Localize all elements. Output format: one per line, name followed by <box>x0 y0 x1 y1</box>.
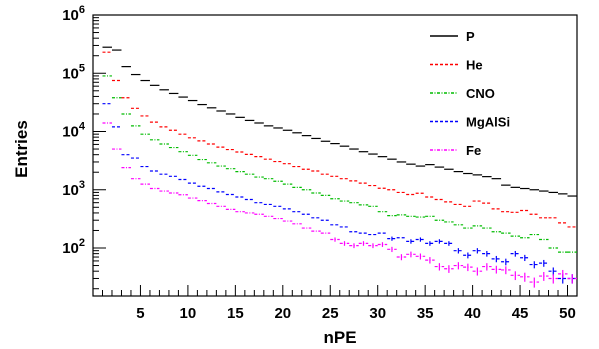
y-tick-label: 105 <box>62 62 85 82</box>
x-tick-label: 50 <box>559 305 576 322</box>
legend-item: He <box>430 58 483 73</box>
y-axis-label: Entries <box>12 120 31 178</box>
legend-item: MgAlSi <box>430 115 510 130</box>
y-tick-label: 103 <box>62 179 85 199</box>
legend: P He CNO MgAlSi Fe <box>430 29 510 158</box>
x-tick-label: 5 <box>136 305 144 322</box>
x-tick-label: 30 <box>369 305 386 322</box>
series-he <box>102 51 577 228</box>
legend-item: P <box>430 29 475 44</box>
legend-item: Fe <box>430 143 481 158</box>
x-tick-label: 15 <box>227 305 244 322</box>
series-p <box>102 46 577 197</box>
series-cno <box>102 75 577 253</box>
x-tick-label: 35 <box>417 305 434 322</box>
y-tick-label: 104 <box>62 121 86 141</box>
legend-label: Fe <box>466 143 481 158</box>
legend-label: He <box>466 58 483 73</box>
x-tick-label: 20 <box>274 305 291 322</box>
x-axis-label: nPE <box>323 328 356 347</box>
x-tick-label: 25 <box>322 305 339 322</box>
y-tick-label: 102 <box>62 237 85 257</box>
legend-label: MgAlSi <box>466 115 510 130</box>
plot-frame <box>92 14 578 297</box>
legend-item: CNO <box>430 86 495 101</box>
axes: 5 10 15 20 25 30 35 40 45 50 102 103 104 105 106 <box>62 4 576 322</box>
x-tick-label: 10 <box>180 305 197 322</box>
legend-label: P <box>466 29 475 44</box>
chart-series <box>102 46 577 288</box>
y-tick-label: 106 <box>62 4 85 24</box>
x-tick-label: 40 <box>464 305 481 322</box>
plot-area <box>92 14 578 297</box>
series-mgalsi <box>102 103 577 284</box>
series-fe <box>102 122 577 288</box>
legend-label: CNO <box>466 86 495 101</box>
x-tick-label: 45 <box>512 305 529 322</box>
